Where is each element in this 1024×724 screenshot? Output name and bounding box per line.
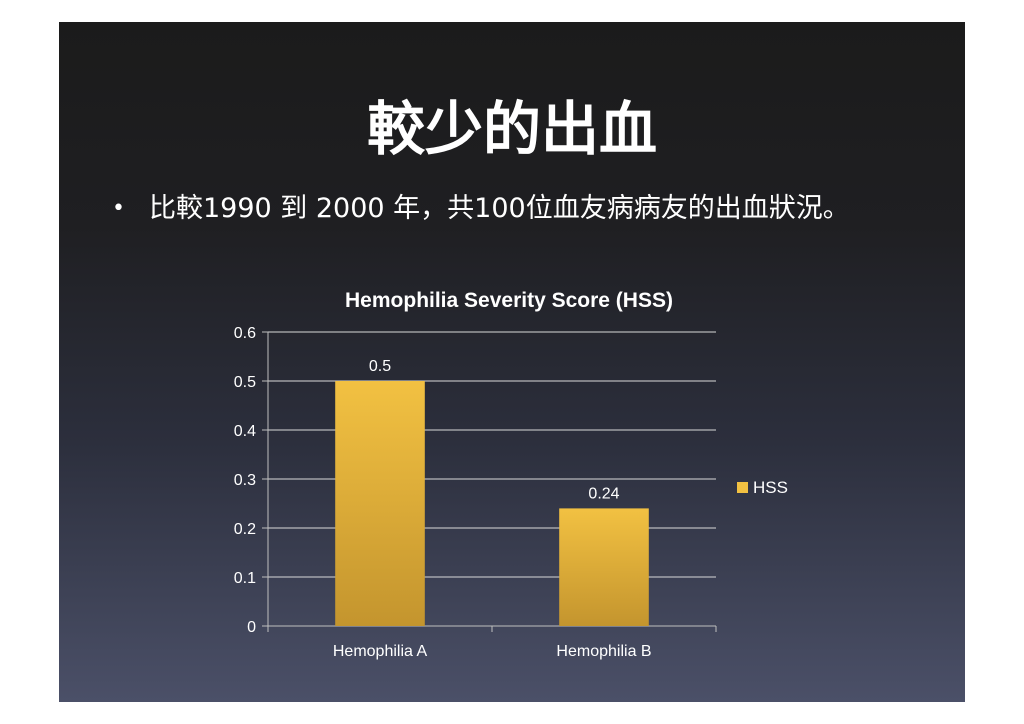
chart-labels: 0 0.1 0.2 0.3 0.4 0.5 0.6 0.5 Hemophilia A 0.24 He…: [234, 325, 652, 660]
y-tick-label: 0.1: [234, 570, 256, 587]
slide-title: 較少的出血: [366, 95, 657, 163]
chart-legend: HSS: [737, 478, 788, 497]
slide: 較少的出血 • 比較1990 到 2000 年，共100位血友病病友的出血狀況。…: [59, 22, 965, 702]
y-tick-label: 0: [247, 619, 256, 636]
x-tick-label: Hemophilia B: [556, 643, 651, 660]
bar-chart: Hemophilia Severity Score (HSS) 00.10.20…: [234, 289, 788, 660]
y-tick-label: 0.2: [234, 521, 256, 538]
bullet-symbol: •: [112, 196, 125, 221]
y-tick-label: 0.5: [234, 374, 256, 391]
bar: [335, 381, 425, 626]
data-label: 0.24: [588, 485, 619, 502]
bar: [559, 508, 649, 626]
data-label: 0.5: [369, 358, 391, 375]
chart-bars: [335, 381, 649, 626]
y-tick-label: 0.3: [234, 472, 256, 489]
legend-label: HSS: [753, 478, 788, 497]
x-tick-label: Hemophilia A: [333, 643, 428, 660]
bullet-text: 比較1990 到 2000 年，共100位血友病病友的出血狀況。: [149, 193, 850, 224]
y-tick-label: 0.6: [234, 325, 256, 342]
legend-swatch: [737, 482, 748, 493]
y-tick-label: 0.4: [234, 423, 256, 440]
chart-title: Hemophilia Severity Score (HSS): [345, 289, 673, 312]
